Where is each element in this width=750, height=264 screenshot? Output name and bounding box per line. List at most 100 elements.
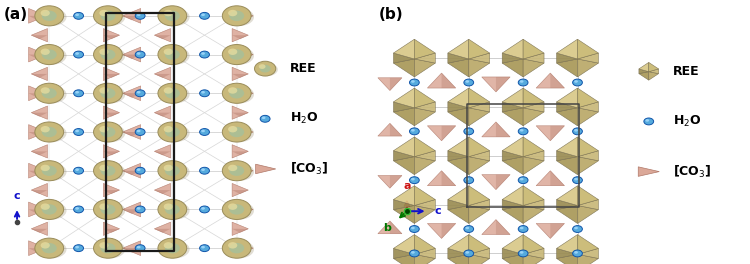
Polygon shape [503, 39, 524, 59]
Polygon shape [524, 39, 544, 59]
Circle shape [573, 250, 582, 257]
Circle shape [411, 129, 415, 132]
Polygon shape [503, 235, 524, 254]
Polygon shape [28, 163, 46, 178]
Polygon shape [448, 254, 469, 264]
Polygon shape [236, 55, 254, 59]
Polygon shape [503, 157, 524, 175]
Polygon shape [414, 137, 435, 157]
Polygon shape [123, 202, 141, 217]
Polygon shape [524, 248, 544, 258]
Circle shape [466, 251, 470, 254]
Polygon shape [123, 125, 141, 139]
Polygon shape [578, 53, 598, 63]
Circle shape [262, 116, 266, 119]
Circle shape [201, 246, 205, 248]
Polygon shape [123, 16, 141, 20]
Polygon shape [394, 102, 414, 112]
Polygon shape [104, 229, 119, 233]
Polygon shape [448, 108, 469, 126]
Polygon shape [123, 8, 141, 23]
Polygon shape [236, 86, 254, 101]
Polygon shape [550, 126, 565, 141]
Polygon shape [524, 59, 544, 77]
Polygon shape [442, 73, 456, 88]
Circle shape [201, 130, 205, 132]
Polygon shape [32, 35, 47, 39]
Circle shape [222, 199, 251, 219]
Circle shape [411, 178, 415, 181]
Circle shape [165, 88, 180, 98]
Circle shape [201, 207, 205, 210]
Circle shape [573, 128, 582, 135]
Circle shape [164, 165, 173, 171]
Circle shape [94, 45, 122, 65]
Circle shape [164, 126, 173, 133]
Circle shape [40, 165, 50, 171]
Polygon shape [123, 132, 141, 136]
Circle shape [99, 49, 109, 55]
Circle shape [99, 10, 109, 16]
Circle shape [100, 11, 116, 21]
Circle shape [94, 199, 122, 219]
Circle shape [466, 178, 470, 181]
Polygon shape [32, 29, 47, 42]
Text: H$_2$O: H$_2$O [290, 111, 318, 126]
Text: b: b [383, 223, 391, 233]
Circle shape [410, 79, 419, 86]
Polygon shape [448, 205, 469, 223]
Polygon shape [378, 78, 402, 91]
Polygon shape [394, 157, 414, 175]
Polygon shape [104, 106, 119, 119]
Circle shape [228, 126, 237, 133]
Polygon shape [123, 47, 141, 62]
Polygon shape [28, 55, 46, 59]
Circle shape [222, 161, 251, 181]
Polygon shape [414, 59, 435, 77]
Polygon shape [448, 200, 469, 210]
Circle shape [100, 88, 116, 98]
Circle shape [200, 245, 209, 252]
Circle shape [410, 250, 419, 257]
Polygon shape [236, 16, 254, 20]
Polygon shape [503, 248, 524, 258]
Circle shape [574, 129, 578, 132]
Circle shape [222, 238, 251, 258]
Circle shape [520, 251, 524, 254]
Circle shape [34, 161, 64, 181]
Circle shape [135, 90, 145, 97]
Circle shape [574, 227, 578, 229]
Circle shape [410, 177, 419, 184]
Polygon shape [232, 145, 248, 158]
Circle shape [165, 204, 180, 215]
Circle shape [40, 204, 50, 210]
Text: c: c [434, 206, 441, 216]
Circle shape [136, 130, 140, 132]
Circle shape [34, 83, 64, 103]
Polygon shape [448, 59, 469, 77]
Polygon shape [236, 171, 254, 175]
Polygon shape [448, 88, 469, 108]
Polygon shape [578, 200, 598, 210]
Polygon shape [123, 163, 141, 178]
Circle shape [100, 49, 116, 60]
Polygon shape [524, 186, 544, 205]
Polygon shape [154, 229, 170, 233]
Polygon shape [154, 183, 170, 197]
Polygon shape [503, 205, 524, 223]
Circle shape [228, 10, 237, 16]
Ellipse shape [160, 202, 190, 220]
Circle shape [42, 127, 57, 137]
Ellipse shape [95, 240, 125, 258]
Polygon shape [104, 151, 119, 155]
Circle shape [165, 11, 180, 21]
Polygon shape [104, 29, 119, 42]
Circle shape [100, 127, 116, 137]
Ellipse shape [95, 8, 125, 26]
Circle shape [165, 243, 180, 253]
Polygon shape [236, 202, 254, 217]
Polygon shape [414, 39, 435, 59]
Polygon shape [414, 108, 435, 126]
Polygon shape [503, 88, 524, 108]
Polygon shape [482, 175, 510, 190]
